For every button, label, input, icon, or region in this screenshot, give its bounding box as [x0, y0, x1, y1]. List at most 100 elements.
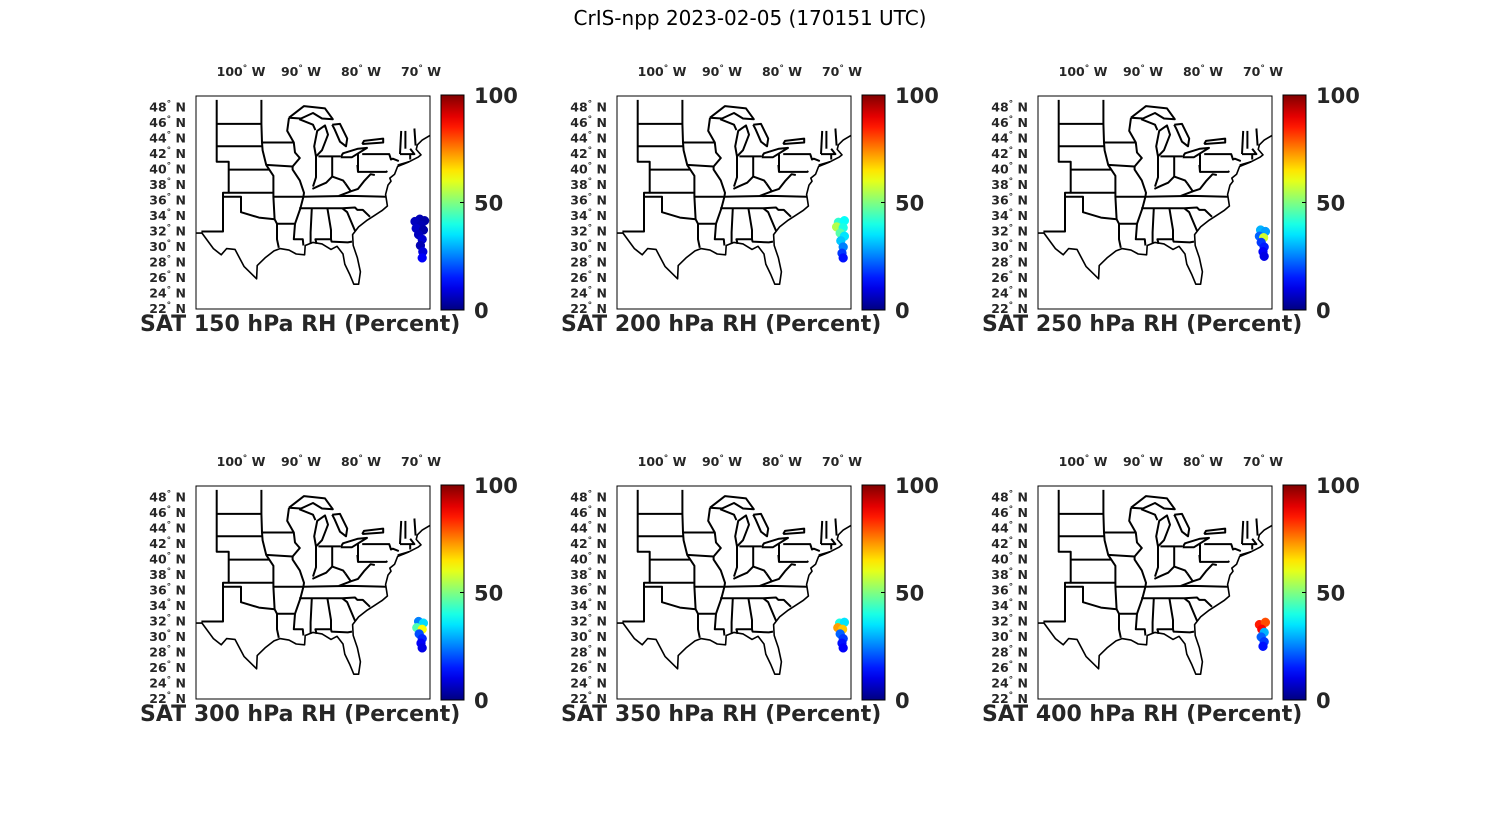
state-border	[732, 565, 768, 580]
lat-tick-label: 48° N	[149, 100, 186, 115]
lat-tick-label: 42° N	[149, 536, 186, 551]
state-border	[723, 194, 807, 198]
state-border	[765, 173, 796, 193]
state-border	[707, 507, 726, 636]
lon-tick-label: 90° W	[1123, 64, 1163, 79]
colorbar-tick-label: 50	[1316, 192, 1345, 216]
lat-tick-label: 40° N	[570, 162, 607, 177]
great-lake	[313, 124, 329, 158]
lat-tick-label: 22° N	[149, 301, 186, 316]
colorbar-tick-label: 100	[474, 474, 518, 498]
state-border	[1153, 565, 1189, 580]
lat-tick-label: 38° N	[570, 567, 607, 582]
great-lake	[1173, 122, 1191, 148]
lat-tick-label: 48° N	[149, 490, 186, 505]
state-border	[1043, 489, 1072, 623]
lat-tick-label: 24° N	[149, 676, 186, 691]
state-border	[330, 239, 353, 244]
lat-tick-label: 36° N	[149, 583, 186, 598]
state-border	[733, 156, 738, 187]
lat-tick-label: 34° N	[149, 208, 186, 223]
state-border	[762, 597, 777, 622]
lat-tick-label: 46° N	[570, 505, 607, 520]
lat-tick-label: 32° N	[149, 614, 186, 629]
colorbar-tick-label: 50	[895, 192, 924, 216]
island	[397, 551, 410, 556]
state-border	[260, 99, 280, 249]
state-border	[1140, 508, 1159, 521]
lat-tick-label: 36° N	[570, 193, 607, 208]
great-lake	[1203, 527, 1227, 535]
lat-tick-label: 22° N	[149, 691, 186, 706]
lat-tick-label: 46° N	[991, 115, 1028, 130]
great-lake	[339, 146, 368, 159]
map-figure: 100° W 90° W 80° W 70° W 48° N46° N44° N42° …	[570, 64, 939, 323]
colorbar-tick-label: 100	[1316, 84, 1360, 108]
lat-tick-label: 28° N	[149, 645, 186, 660]
colorbar-tick-label: 0	[474, 299, 489, 323]
state-border	[1204, 543, 1242, 553]
lat-tick-label: 28° N	[991, 255, 1028, 270]
state-border	[622, 99, 651, 233]
great-lake	[1130, 495, 1176, 511]
state-border	[751, 239, 774, 244]
state-border	[1198, 154, 1201, 173]
state-border	[358, 170, 388, 173]
great-lake	[1155, 124, 1171, 158]
lat-tick-label: 32° N	[991, 614, 1028, 629]
lat-tick-label: 42° N	[991, 536, 1028, 551]
state-border	[309, 208, 313, 244]
lat-tick-label: 46° N	[991, 505, 1028, 520]
state-border	[751, 629, 774, 634]
lat-tick-label: 30° N	[570, 239, 607, 254]
state-border	[733, 546, 738, 577]
state-border	[762, 207, 777, 232]
lat-tick-label: 32° N	[570, 614, 607, 629]
lat-tick-label: 46° N	[149, 115, 186, 130]
lat-tick-label: 26° N	[570, 270, 607, 285]
rh-observation	[1259, 251, 1269, 261]
state-border	[400, 538, 416, 546]
lat-tick-label: 24° N	[570, 286, 607, 301]
state-border	[302, 584, 386, 588]
map-geography	[1038, 489, 1272, 675]
observation-points	[1254, 225, 1271, 261]
state-border	[765, 563, 796, 583]
colorbar-tick-label: 100	[895, 474, 939, 498]
state-border	[311, 565, 347, 580]
lon-tick-label: 80° W	[341, 64, 381, 79]
map-panel: 100° W 90° W 80° W 70° W 48° N 46° N 44° N 42° …	[130, 60, 530, 360]
panel-title: SAT 350 hPa RH (Percent)	[561, 702, 882, 727]
state-border	[719, 118, 738, 131]
lon-tick-label: 70° W	[822, 454, 862, 469]
observation-points	[412, 616, 429, 653]
map-geography	[196, 99, 430, 285]
state-border	[1043, 99, 1072, 233]
lat-tick-label: 24° N	[991, 676, 1028, 691]
great-lake	[734, 124, 750, 158]
panel-title: SAT 150 hPa RH (Percent)	[140, 312, 461, 337]
island	[818, 161, 831, 166]
state-border	[1141, 596, 1213, 608]
map-frame	[1037, 485, 1273, 700]
lon-tick-label: 100° W	[638, 454, 687, 469]
state-border	[820, 520, 824, 545]
lat-tick-label: 26° N	[149, 660, 186, 675]
state-border	[707, 117, 726, 246]
lat-tick-label: 44° N	[991, 131, 1028, 146]
map-frame	[616, 95, 852, 310]
state-border	[1204, 153, 1242, 163]
state-border	[719, 508, 738, 521]
panel-title: SAT 250 hPa RH (Percent)	[982, 312, 1303, 337]
state-border	[399, 130, 403, 155]
state-border	[1144, 194, 1228, 198]
lon-tick-label: 90° W	[702, 64, 742, 79]
lat-tick-label: 26° N	[991, 660, 1028, 675]
lat-tick-label: 48° N	[570, 490, 607, 505]
coastline	[617, 524, 851, 675]
state-border	[1156, 598, 1174, 635]
lat-tick-label: 36° N	[991, 193, 1028, 208]
lon-tick-label: 70° W	[1243, 64, 1283, 79]
lat-tick-label: 24° N	[149, 286, 186, 301]
map-figure: 100° W 90° W 80° W 70° W 48° N46° N44° N42° …	[149, 64, 518, 323]
